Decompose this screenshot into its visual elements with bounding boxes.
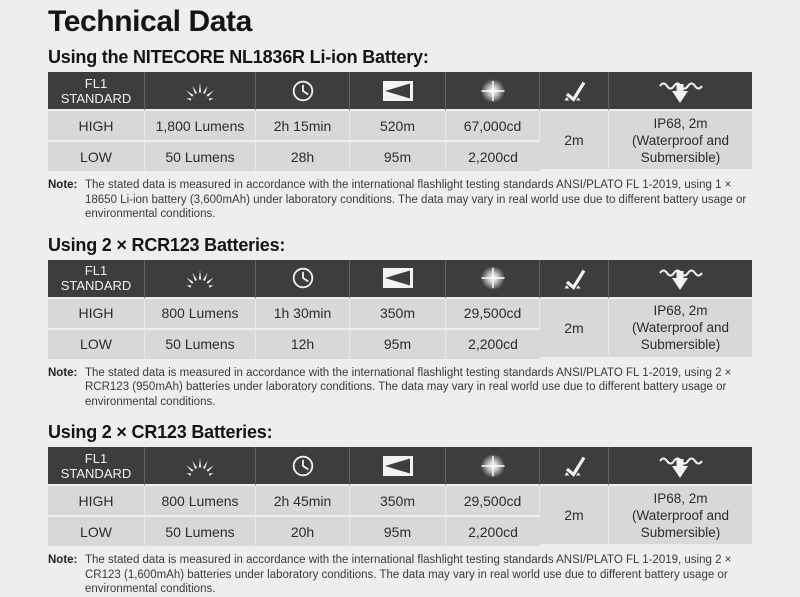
impact-cell: 2m	[540, 298, 609, 359]
note-label: Note:	[48, 366, 78, 379]
fl1-label: FL1	[84, 263, 108, 278]
note-text: The stated data is measured in accordanc…	[85, 366, 732, 408]
intensity-cell: 67,000cd	[446, 111, 540, 142]
waterproof-description: (Waterproof and Submersible)	[631, 132, 730, 165]
note-label: Note:	[48, 179, 78, 191]
spec-table-nl1836r: FL1 STANDARD HIGH 1,800 Lumens 2h 15min	[48, 72, 752, 171]
spec-table-cr123: FL1 STANDARD HIGH 800 Lumens 2h 45min 3	[48, 447, 752, 546]
note: Note: The stated data is measured in acc…	[48, 178, 752, 222]
fl1-standard-header: FL1 STANDARD	[48, 447, 145, 486]
lumens-cell: 50 Lumens	[145, 329, 256, 359]
brightness-icon	[186, 270, 214, 288]
peak-intensity-icon	[479, 452, 506, 479]
peak-intensity-icon	[479, 77, 506, 104]
page-title: Technical Data	[48, 5, 252, 38]
table-row-high: HIGH 800 Lumens 2h 45min 350m 29,500cd 2…	[48, 486, 752, 546]
section-heading: Using 2 × RCR123 Batteries:	[48, 234, 286, 255]
intensity-cell: 2,200cd	[446, 517, 540, 546]
lumens-cell: 800 Lumens	[145, 486, 256, 517]
table-header-row: FL1 STANDARD	[48, 72, 752, 111]
waterproof-cell: IP68, 2m (Waterproof and Submersible)	[609, 298, 752, 359]
waterproof-description: (Waterproof and Submersible)	[631, 320, 730, 352]
note: Note: The stated data is measured in acc…	[48, 366, 752, 410]
distance-cell: 350m	[350, 486, 446, 517]
runtime-cell: 20h	[256, 517, 350, 546]
waterproof-rating: IP68, 2m	[653, 115, 708, 131]
section-heading: Using 2 × CR123 Batteries:	[48, 422, 273, 442]
runtime-cell: 2h 15min	[256, 111, 350, 142]
table-row-low: LOW 50 Lumens 28h 95m 2,200cd	[48, 142, 752, 171]
lumens-cell: 50 Lumens	[145, 517, 256, 546]
mode-cell: HIGH	[48, 298, 145, 330]
intensity-cell: 2,200cd	[446, 329, 540, 359]
table-row-low: LOW 50 Lumens 20h 95m 2,200cd	[48, 517, 752, 546]
spec-table-rcr123: FL1 STANDARD HIGH 800 Lumens 1h 30min 3	[48, 259, 752, 359]
section-nl1836r: Using the NITECORE NL1836R Li-ion Batter…	[48, 47, 752, 222]
peak-intensity-icon	[479, 265, 506, 291]
waterproof-rating: IP68, 2m	[653, 303, 708, 318]
mode-cell: LOW	[48, 142, 145, 171]
fl1-standard-header: FL1 STANDARD	[48, 72, 145, 111]
distance-cell: 350m	[350, 298, 446, 330]
intensity-cell: 29,500cd	[446, 486, 540, 517]
runtime-cell: 12h	[256, 329, 350, 359]
table-header-row: FL1 STANDARD	[48, 259, 752, 299]
beam-distance-icon	[382, 268, 413, 288]
note-text: The stated data is measured in accordanc…	[85, 179, 747, 220]
lumens-cell: 800 Lumens	[145, 298, 256, 330]
section-cr123: Using 2 × CR123 Batteries: FL1 STANDARD	[48, 422, 752, 597]
waterproof-icon	[658, 457, 703, 479]
beam-distance-icon	[382, 455, 413, 476]
section-rcr123: Using 2 × RCR123 Batteries: FL1 STANDARD	[48, 235, 752, 410]
table-header-row: FL1 STANDARD	[48, 447, 752, 486]
intensity-cell: 2,200cd	[446, 142, 540, 171]
runtime-clock-icon	[292, 267, 313, 289]
fl1-label: FL1	[84, 75, 108, 91]
brightness-icon	[186, 82, 214, 101]
impact-cell: 2m	[540, 111, 609, 171]
waterproof-icon	[658, 82, 703, 104]
impact-resistance-icon	[562, 455, 586, 477]
note-text: The stated data is measured in accordanc…	[85, 554, 732, 595]
runtime-cell: 2h 45min	[256, 486, 350, 517]
lumens-cell: 1,800 Lumens	[145, 111, 256, 142]
mode-cell: HIGH	[48, 486, 145, 517]
waterproof-cell: IP68, 2m (Waterproof and Submersible)	[609, 486, 752, 546]
distance-cell: 95m	[350, 517, 446, 546]
standard-label: STANDARD	[60, 465, 132, 481]
distance-cell: 95m	[350, 142, 446, 171]
section-heading: Using the NITECORE NL1836R Li-ion Batter…	[48, 47, 429, 67]
mode-cell: LOW	[48, 517, 145, 546]
impact-cell: 2m	[540, 486, 609, 546]
standard-label: STANDARD	[60, 278, 132, 293]
distance-cell: 95m	[350, 329, 446, 359]
intensity-cell: 29,500cd	[446, 298, 540, 330]
mode-cell: LOW	[48, 329, 145, 359]
table-row-high: HIGH 800 Lumens 1h 30min 350m 29,500cd 2…	[48, 298, 752, 359]
brightness-icon	[186, 457, 214, 476]
fl1-standard-header: FL1 STANDARD	[48, 259, 145, 299]
runtime-clock-icon	[292, 455, 313, 476]
note-label: Note:	[48, 554, 78, 566]
standard-label: STANDARD	[60, 90, 132, 106]
note: Note: The stated data is measured in acc…	[48, 553, 752, 597]
table-row-low: LOW 50 Lumens 12h 95m 2,200cd	[48, 329, 752, 359]
waterproof-description: (Waterproof and Submersible)	[631, 507, 730, 540]
fl1-label: FL1	[84, 450, 108, 466]
runtime-clock-icon	[292, 80, 313, 101]
runtime-cell: 28h	[256, 142, 350, 171]
runtime-cell: 1h 30min	[256, 298, 350, 330]
waterproof-rating: IP68, 2m	[653, 490, 708, 506]
waterproof-cell: IP68, 2m (Waterproof and Submersible)	[609, 111, 752, 171]
mode-cell: HIGH	[48, 111, 145, 142]
lumens-cell: 50 Lumens	[145, 142, 256, 171]
beam-distance-icon	[382, 80, 413, 101]
table-row-high: HIGH 1,800 Lumens 2h 15min 520m 67,000cd…	[48, 111, 752, 171]
distance-cell: 520m	[350, 111, 446, 142]
impact-resistance-icon	[562, 268, 586, 290]
waterproof-icon	[658, 269, 703, 291]
impact-resistance-icon	[562, 80, 586, 102]
